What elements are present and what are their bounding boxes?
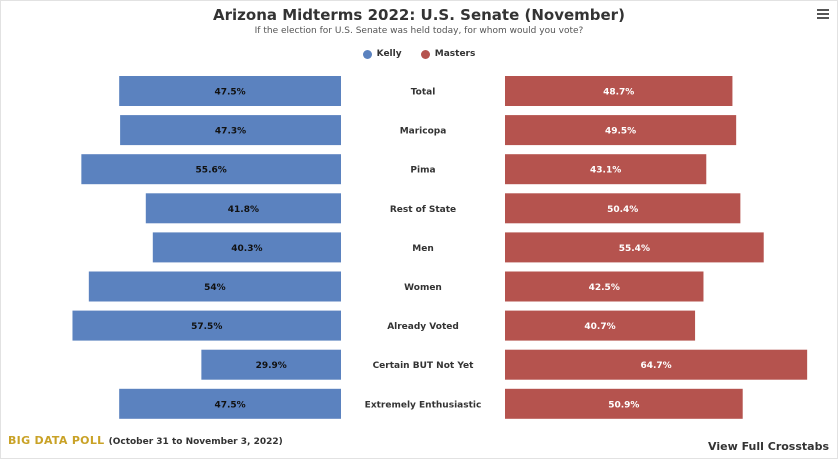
legend-item-masters[interactable]: Masters (420, 49, 476, 59)
data-label-kelly: 47.5% (214, 400, 245, 410)
data-label-masters: 42.5% (589, 283, 620, 293)
legend-label: Masters (434, 49, 476, 59)
bar-masters[interactable] (505, 193, 741, 224)
data-label-masters: 55.4% (619, 244, 650, 254)
view-crosstabs-link[interactable]: View Full Crosstabs (708, 440, 829, 453)
chart-title: Arizona Midterms 2022: U.S. Senate (Nove… (213, 6, 625, 24)
hamburger-menu-icon[interactable] (817, 9, 829, 21)
data-label-kelly: 47.5% (214, 88, 245, 98)
data-label-masters: 43.1% (590, 166, 621, 176)
bar-kelly[interactable] (145, 193, 341, 224)
category-label: Extremely Enthusiastic (365, 400, 482, 410)
data-label-kelly: 29.9% (256, 361, 287, 371)
data-label-masters: 40.7% (584, 322, 615, 332)
legend-dot-icon (420, 49, 430, 59)
data-label-kelly: 55.6% (196, 166, 227, 176)
bar-masters[interactable] (505, 76, 733, 106)
category-label: Men (412, 244, 433, 254)
legend-dot-icon (362, 49, 372, 59)
category-label: Total (411, 88, 436, 98)
data-label-kelly: 57.5% (191, 322, 222, 332)
bar-masters[interactable] (505, 115, 737, 146)
bar-kelly[interactable] (201, 349, 341, 380)
data-label-masters: 50.9% (608, 400, 639, 410)
category-label: Certain BUT Not Yet (373, 361, 475, 371)
bar-masters[interactable] (505, 349, 808, 380)
data-label-kelly: 41.8% (228, 205, 259, 215)
bar-masters[interactable] (505, 232, 764, 263)
bar-kelly[interactable] (88, 271, 341, 302)
legend-label: Kelly (376, 49, 402, 59)
category-label: Already Voted (387, 322, 459, 332)
data-label-masters: 64.7% (640, 361, 671, 371)
chart-subtitle: If the election for U.S. Senate was held… (254, 26, 584, 36)
bar-masters[interactable] (505, 388, 743, 419)
poll-dates: (October 31 to November 3, 2022) (108, 437, 283, 447)
data-label-kelly: 40.3% (231, 244, 262, 254)
legend: Kelly Masters (0, 49, 838, 62)
bar-masters[interactable] (505, 310, 696, 341)
brand-name: BIG DATA POLL (8, 434, 105, 447)
category-label: Pima (410, 166, 435, 176)
data-label-masters: 48.7% (603, 88, 634, 98)
category-label: Rest of State (390, 205, 456, 215)
bar-masters[interactable] (505, 154, 707, 185)
bar-kelly[interactable] (119, 388, 341, 419)
bar-kelly[interactable] (72, 310, 341, 341)
category-label: Women (404, 283, 442, 293)
data-label-masters: 49.5% (605, 127, 636, 137)
category-label: Maricopa (400, 127, 447, 137)
data-label-kelly: 54% (204, 283, 226, 293)
bar-kelly[interactable] (120, 115, 341, 146)
bar-kelly[interactable] (81, 154, 342, 185)
data-label-masters: 50.4% (607, 205, 638, 215)
bar-kelly[interactable] (119, 76, 341, 106)
bar-kelly[interactable] (152, 232, 341, 263)
legend-item-kelly[interactable]: Kelly (362, 49, 402, 59)
bar-masters[interactable] (505, 271, 704, 302)
data-label-kelly: 47.3% (215, 127, 246, 137)
brand-footer: BIG DATA POLL (October 31 to November 3,… (8, 434, 283, 447)
